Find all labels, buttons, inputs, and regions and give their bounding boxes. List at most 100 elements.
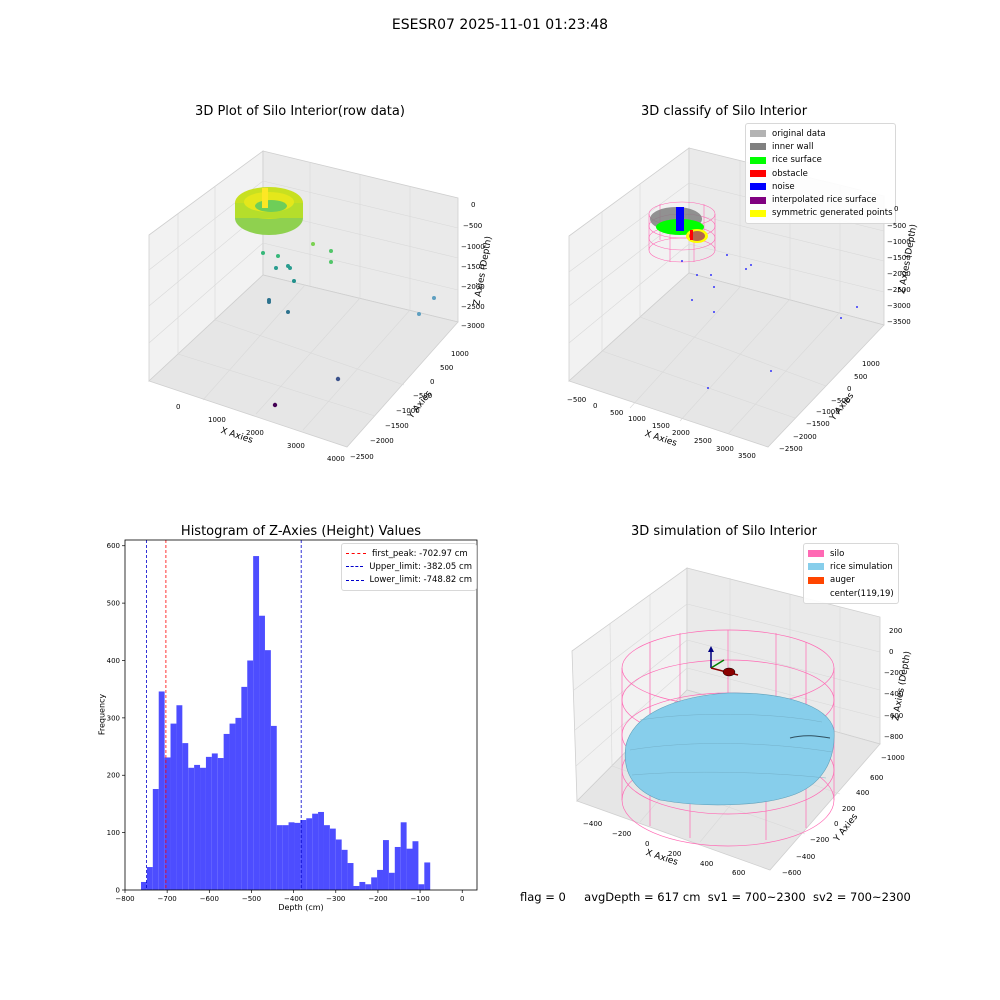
legend-swatch xyxy=(808,590,824,598)
classify-ytick: −2000 xyxy=(793,433,817,441)
legend-swatch xyxy=(750,196,766,204)
histogram-bar xyxy=(406,848,413,890)
histogram-bar xyxy=(377,869,383,890)
histogram-bar xyxy=(223,733,230,890)
simulation-3d-grid xyxy=(573,578,881,843)
simulation-xtick: 0 xyxy=(645,840,650,848)
simulation-floor-pane xyxy=(576,689,881,871)
histogram-bar xyxy=(341,849,348,890)
classify-ytick: 500 xyxy=(854,373,868,381)
classify-ztick: −3000 xyxy=(887,302,911,310)
histogram-bar xyxy=(318,811,324,890)
classify-legend: original data inner wall rice surface ob… xyxy=(745,123,896,225)
histogram-bar xyxy=(306,818,313,890)
classify-ytick: −1500 xyxy=(806,420,830,428)
avg-depth-status: avgDepth = 617 cm xyxy=(584,890,701,904)
legend-label: obstacle xyxy=(772,168,808,179)
legend-label: interpolated rice surface xyxy=(772,195,877,206)
raw-xtick: 0 xyxy=(176,403,181,411)
histogram-legend-item: Upper_limit: -382.05 cm xyxy=(346,560,472,573)
raw-ytick: 1000 xyxy=(451,350,469,358)
classify-silo-wireframe xyxy=(648,201,716,263)
histogram-bar xyxy=(152,789,159,890)
simulation-xtick: 600 xyxy=(732,869,746,877)
histogram-bar xyxy=(353,885,360,890)
histogram-bar xyxy=(300,820,307,890)
histogram-xtick-label: −500 xyxy=(242,895,261,903)
histogram-bar xyxy=(217,758,224,890)
simulation-ytick: 600 xyxy=(870,774,884,782)
classify-legend-item: inner wall xyxy=(750,140,891,153)
raw-xtick: 2000 xyxy=(246,429,264,437)
simulation-zlabel: Z Axies (Depth) xyxy=(891,650,914,722)
histogram-bar xyxy=(329,828,336,890)
histogram-ytick-label: 200 xyxy=(107,772,120,780)
classify-back-pane xyxy=(568,147,690,382)
histogram-xtick-label: −200 xyxy=(368,895,387,903)
legend-swatch xyxy=(750,209,766,217)
legend-line xyxy=(346,566,364,568)
raw-ztick: −1000 xyxy=(461,243,485,251)
histogram-bar xyxy=(247,660,254,890)
simulation-ztick: −800 xyxy=(884,733,904,741)
classify-ztick: −3500 xyxy=(887,318,911,326)
legend-swatch xyxy=(808,563,824,571)
histogram-bar xyxy=(176,705,183,890)
simulation-ylabel: Y Axies xyxy=(832,812,861,844)
classify-ztick: −2000 xyxy=(887,270,911,278)
classify-legend-item: noise xyxy=(750,180,891,193)
histogram-bar xyxy=(270,725,277,890)
classify-xtick: 3500 xyxy=(738,452,756,460)
legend-line xyxy=(346,579,364,581)
classify-plot-title: 3D classify of Silo Interior xyxy=(640,104,808,119)
legend-label: noise xyxy=(772,181,795,192)
histogram-bar xyxy=(312,813,319,890)
raw-ztick: −3000 xyxy=(461,322,485,330)
classify-ytick: −500 xyxy=(831,397,851,405)
raw-ztick: −1500 xyxy=(461,263,485,271)
legend-swatch xyxy=(808,576,824,584)
simulation-ztick: −200 xyxy=(884,669,904,677)
classify-legend-item: obstacle xyxy=(750,167,891,180)
sv1-status: sv1 = 700~2300 xyxy=(707,890,806,904)
simulation-ztick: 200 xyxy=(889,627,903,635)
raw-floor-pane xyxy=(148,274,459,448)
raw-ytick: −2000 xyxy=(370,437,394,445)
histogram-bar xyxy=(229,723,236,890)
status-footer: flag = 0 avgDepth = 617 cm sv1 = 700~230… xyxy=(520,890,911,904)
simulation-auger xyxy=(708,646,739,677)
simulation-xtick: −400 xyxy=(583,820,603,828)
simulation-xtick: 400 xyxy=(700,860,714,868)
histogram-bar xyxy=(235,717,242,890)
simulation-silo-wireframe xyxy=(621,629,835,847)
simulation-legend-item: rice simulation xyxy=(808,560,894,573)
classify-noise-points xyxy=(681,254,858,389)
classify-legend-item: rice surface xyxy=(750,154,891,167)
legend-label: symmetric generated points xyxy=(772,208,893,219)
legend-label: first_peak: -702.97 cm xyxy=(372,548,468,559)
simulation-ztick: −400 xyxy=(884,690,904,698)
legend-label: inner wall xyxy=(772,141,814,152)
histogram-title: Histogram of Z-Axies (Height) Values xyxy=(180,524,422,539)
simulation-legend-item: silo xyxy=(808,547,894,560)
classify-xtick: 3000 xyxy=(716,445,734,453)
histogram-bar xyxy=(170,723,177,890)
histogram-bar xyxy=(424,862,431,890)
raw-side-pane xyxy=(262,150,459,323)
classify-legend-item: original data xyxy=(750,127,891,140)
histogram-x-ticks: −800 −700 −600 −500 −400 −300 −200 −100 0 xyxy=(115,890,464,903)
legend-label: silo xyxy=(830,548,845,559)
histogram-legend-item: first_peak: -702.97 cm xyxy=(346,547,472,560)
classify-xtick: 500 xyxy=(610,409,624,417)
histogram-bar xyxy=(323,825,330,890)
raw-ztick: 0 xyxy=(471,201,476,209)
histogram-legend-item: Lower_limit: -748.82 cm xyxy=(346,574,472,587)
simulation-ytick: −400 xyxy=(796,853,816,861)
histogram-bar xyxy=(211,753,218,890)
classify-legend-item: symmetric generated points xyxy=(750,207,893,220)
histogram-bar xyxy=(335,839,342,890)
simulation-xtick: −200 xyxy=(612,830,632,838)
histogram-bar xyxy=(282,825,289,890)
raw-3d-panes xyxy=(148,150,459,448)
histogram-ytick-label: 100 xyxy=(107,829,120,837)
